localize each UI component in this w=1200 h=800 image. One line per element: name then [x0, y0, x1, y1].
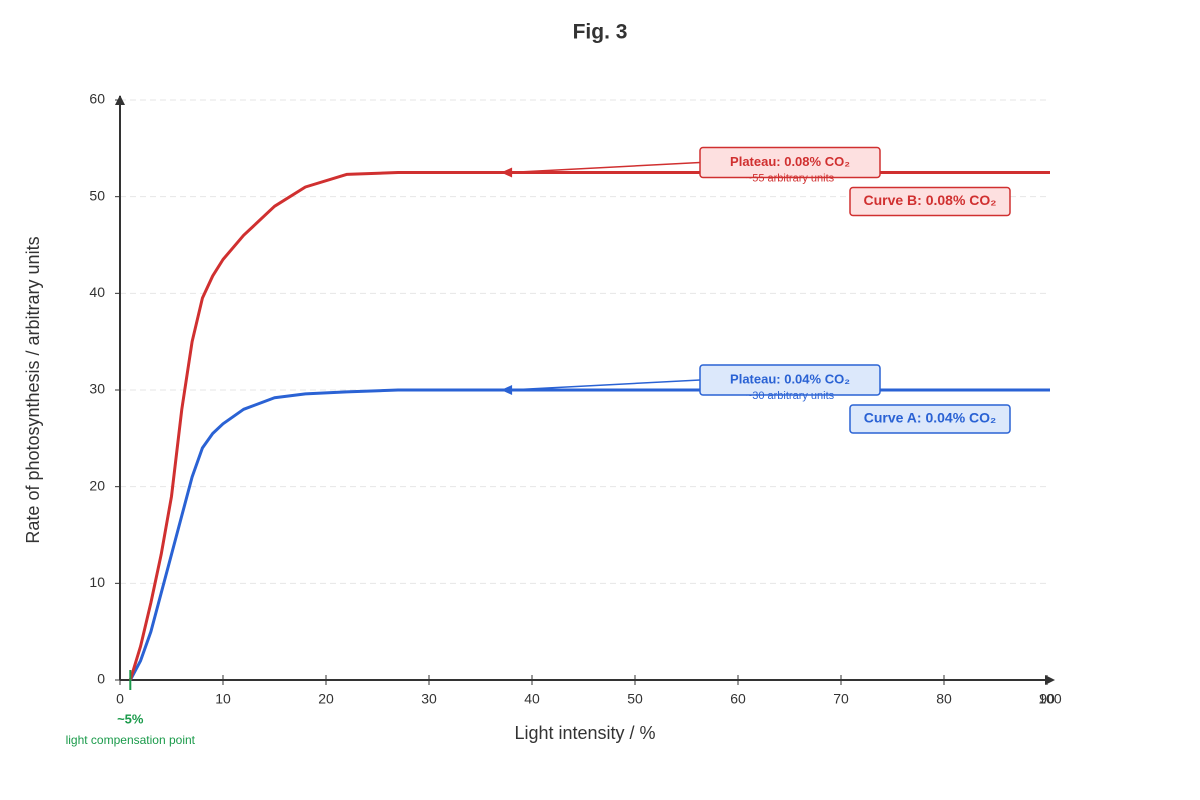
x-tick-label: 10: [215, 691, 231, 707]
x-tick-label: 50: [627, 691, 643, 707]
x-axis-arrow: [1045, 675, 1055, 685]
series-line: [128, 388, 1050, 681]
compensation-label: ~5%: [117, 711, 144, 726]
y-axis-label: Rate of photosynthesis / arbitrary units: [23, 236, 43, 543]
compensation-text: light compensation point: [66, 733, 196, 747]
annotation-arrowhead: [501, 167, 513, 178]
annotation-text: Plateau: 0.08% CO₂: [730, 154, 850, 169]
legend-label: Curve B: 0.08% CO₂: [863, 192, 996, 208]
y-tick-label: 60: [89, 91, 105, 107]
annotation-subtext: ~55 arbitrary units: [746, 172, 835, 184]
y-tick-label: 20: [89, 477, 105, 493]
annotation-arrowhead: [501, 385, 513, 395]
y-tick-label: 10: [89, 574, 105, 590]
annotation-subtext: ~30 arbitrary units: [746, 390, 835, 402]
annotation-arrow: [509, 379, 701, 391]
y-axis-arrow: [115, 95, 125, 105]
x-tick-label: 0: [116, 691, 124, 707]
x-tick-label: 30: [421, 691, 437, 707]
annotation-arrow: [509, 161, 701, 174]
x-end-label: 100: [1038, 691, 1062, 707]
annotation-box: [699, 364, 881, 396]
x-tick-label: 80: [936, 691, 952, 707]
chart-title: Fig. 3: [573, 21, 628, 44]
y-tick-label: 30: [89, 381, 105, 397]
x-tick-label: 60: [730, 691, 746, 707]
x-tick-label: 20: [318, 691, 334, 707]
series-line: [128, 171, 1050, 681]
x-tick-label: 90: [1039, 691, 1055, 707]
annotation-text: Plateau: 0.04% CO₂: [730, 371, 850, 386]
y-tick-label: 0: [97, 671, 105, 687]
x-axis-label: Light intensity / %: [514, 723, 655, 743]
legend-box: [849, 186, 1011, 217]
legend-box: [849, 404, 1011, 434]
x-tick-label: 40: [524, 691, 540, 707]
y-tick-label: 50: [89, 187, 105, 203]
annotation-box: [699, 146, 881, 179]
x-tick-label: 70: [833, 691, 849, 707]
legend-label: Curve A: 0.04% CO₂: [864, 410, 997, 426]
y-tick-label: 40: [89, 284, 105, 300]
